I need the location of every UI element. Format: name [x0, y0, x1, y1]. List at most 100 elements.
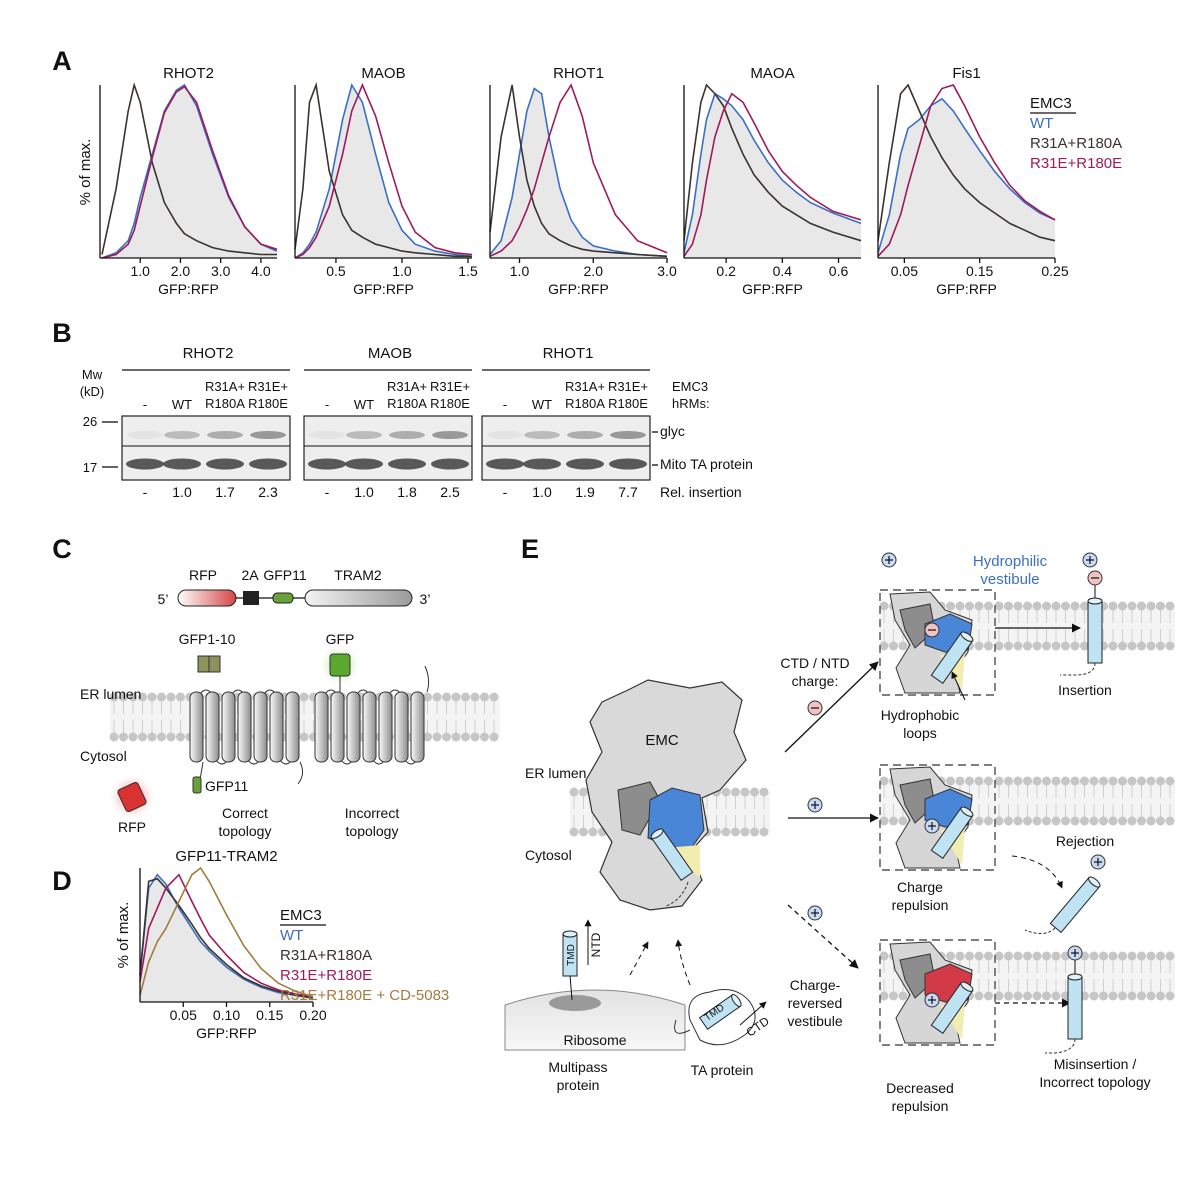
lipid-head — [879, 816, 889, 826]
lipid-head — [759, 787, 769, 797]
blot — [303, 415, 473, 481]
lipid-head — [1127, 776, 1137, 786]
rel-label: Rel. insertion — [660, 484, 742, 500]
mito-band — [308, 458, 346, 470]
tmd-cylinder — [930, 806, 974, 860]
lipid-head — [1061, 776, 1070, 786]
lipid-head — [750, 787, 759, 797]
lipid-head — [984, 991, 993, 1001]
lipid-head — [1108, 816, 1118, 826]
mw-label: (kD) — [80, 384, 105, 399]
histogram-line — [294, 81, 472, 258]
cylinder-top — [1088, 876, 1101, 888]
label: vestibule — [787, 1013, 842, 1029]
lipid-head — [721, 787, 731, 797]
x-axis-label: GFP:RFP — [742, 281, 803, 297]
emc-tail — [665, 881, 689, 907]
helix — [410, 691, 425, 763]
label: TRAM2 — [334, 567, 382, 583]
column-label: R180E — [608, 396, 648, 411]
lipid-head — [1004, 951, 1013, 961]
lipid-head — [119, 732, 128, 742]
membrane — [110, 697, 500, 737]
lipid-head — [1004, 641, 1013, 651]
glyc-band — [250, 431, 286, 439]
x-axis-label: GFP:RFP — [196, 1025, 257, 1041]
lipid-head — [1127, 816, 1137, 826]
chart-title: MAOB — [361, 65, 405, 82]
tmd-cylinder — [650, 828, 694, 882]
label: protein — [557, 1077, 600, 1093]
cylinder-body — [1049, 876, 1101, 934]
lipid-head — [879, 951, 889, 961]
rel-insertion: 2.5 — [440, 484, 460, 500]
lipid-head — [442, 692, 451, 702]
lipid-head — [1070, 601, 1080, 611]
histogram-line — [683, 92, 862, 253]
lipid-head — [423, 692, 432, 702]
helix — [237, 691, 252, 763]
tmd-cylinder — [562, 930, 578, 977]
condition-label: EMC3 — [672, 379, 708, 394]
lipid-head — [432, 692, 442, 702]
glyc-band — [487, 431, 523, 439]
lipid-head — [1042, 991, 1051, 1001]
rel-insertion: - — [143, 484, 148, 500]
lipid-head — [984, 776, 993, 786]
tram2-gene — [304, 589, 413, 607]
column-label: R31A+ — [387, 379, 427, 394]
lipid-head — [1156, 991, 1165, 1001]
label: repulsion — [892, 897, 949, 913]
column-label: - — [325, 397, 329, 412]
lipid-head — [1118, 601, 1127, 611]
label: Rejection — [1056, 833, 1114, 849]
cylinder-top — [960, 806, 974, 817]
rel-insertion: - — [503, 484, 508, 500]
tmd-cylinder — [930, 981, 974, 1035]
lipid-head — [1032, 601, 1042, 611]
x-tick-label: 0.5 — [326, 263, 346, 279]
rel-insertion: 1.0 — [532, 484, 552, 500]
legend-entry: R31A+R180A — [1030, 135, 1122, 152]
lipid-head — [974, 601, 984, 611]
label: CTD / NTD — [780, 655, 849, 671]
chart-title: MAOA — [750, 65, 794, 82]
tmd-tail — [1024, 927, 1056, 934]
histogram-fill — [102, 85, 277, 258]
lipid-head — [166, 692, 176, 702]
legend-entry: R31E+R180E + CD-5083 — [280, 987, 449, 1004]
tail — [424, 665, 430, 693]
x-tick-label: 0.15 — [256, 1007, 283, 1023]
lipid-head — [480, 732, 489, 742]
label: Insertion — [1058, 682, 1112, 698]
lipid-head — [1032, 816, 1042, 826]
lipid-head — [470, 692, 480, 702]
label: topology — [346, 823, 399, 839]
column-label: R31E+ — [430, 379, 470, 394]
x-tick-label: 2.0 — [584, 263, 604, 279]
label: NTD — [589, 932, 603, 957]
glyc-band — [567, 431, 603, 439]
lipid-head — [1165, 951, 1175, 961]
mito-band — [609, 458, 647, 470]
column-label: WT — [354, 397, 374, 412]
blot — [481, 415, 651, 481]
column-label: R31E+ — [608, 379, 648, 394]
lipid-head — [1146, 601, 1156, 611]
lipid-head — [1118, 991, 1127, 1001]
legend-entry: R31E+R180E — [1030, 155, 1122, 172]
cylinder-body — [1087, 600, 1103, 664]
mito-band — [388, 458, 426, 470]
lipid-head — [1080, 776, 1089, 786]
x-tick-label: 0.15 — [966, 263, 993, 279]
lipid-head — [569, 827, 579, 837]
histogram-line — [139, 873, 314, 998]
legend-entry: WT — [280, 927, 303, 944]
lipid-head — [579, 787, 588, 797]
lipid-head — [1146, 641, 1156, 651]
arrow — [784, 661, 879, 753]
lipid-head — [588, 827, 598, 837]
label: Misinsertion / — [1054, 1056, 1137, 1072]
lipid-head — [1051, 991, 1061, 1001]
x-tick-label: 1.0 — [130, 263, 150, 279]
